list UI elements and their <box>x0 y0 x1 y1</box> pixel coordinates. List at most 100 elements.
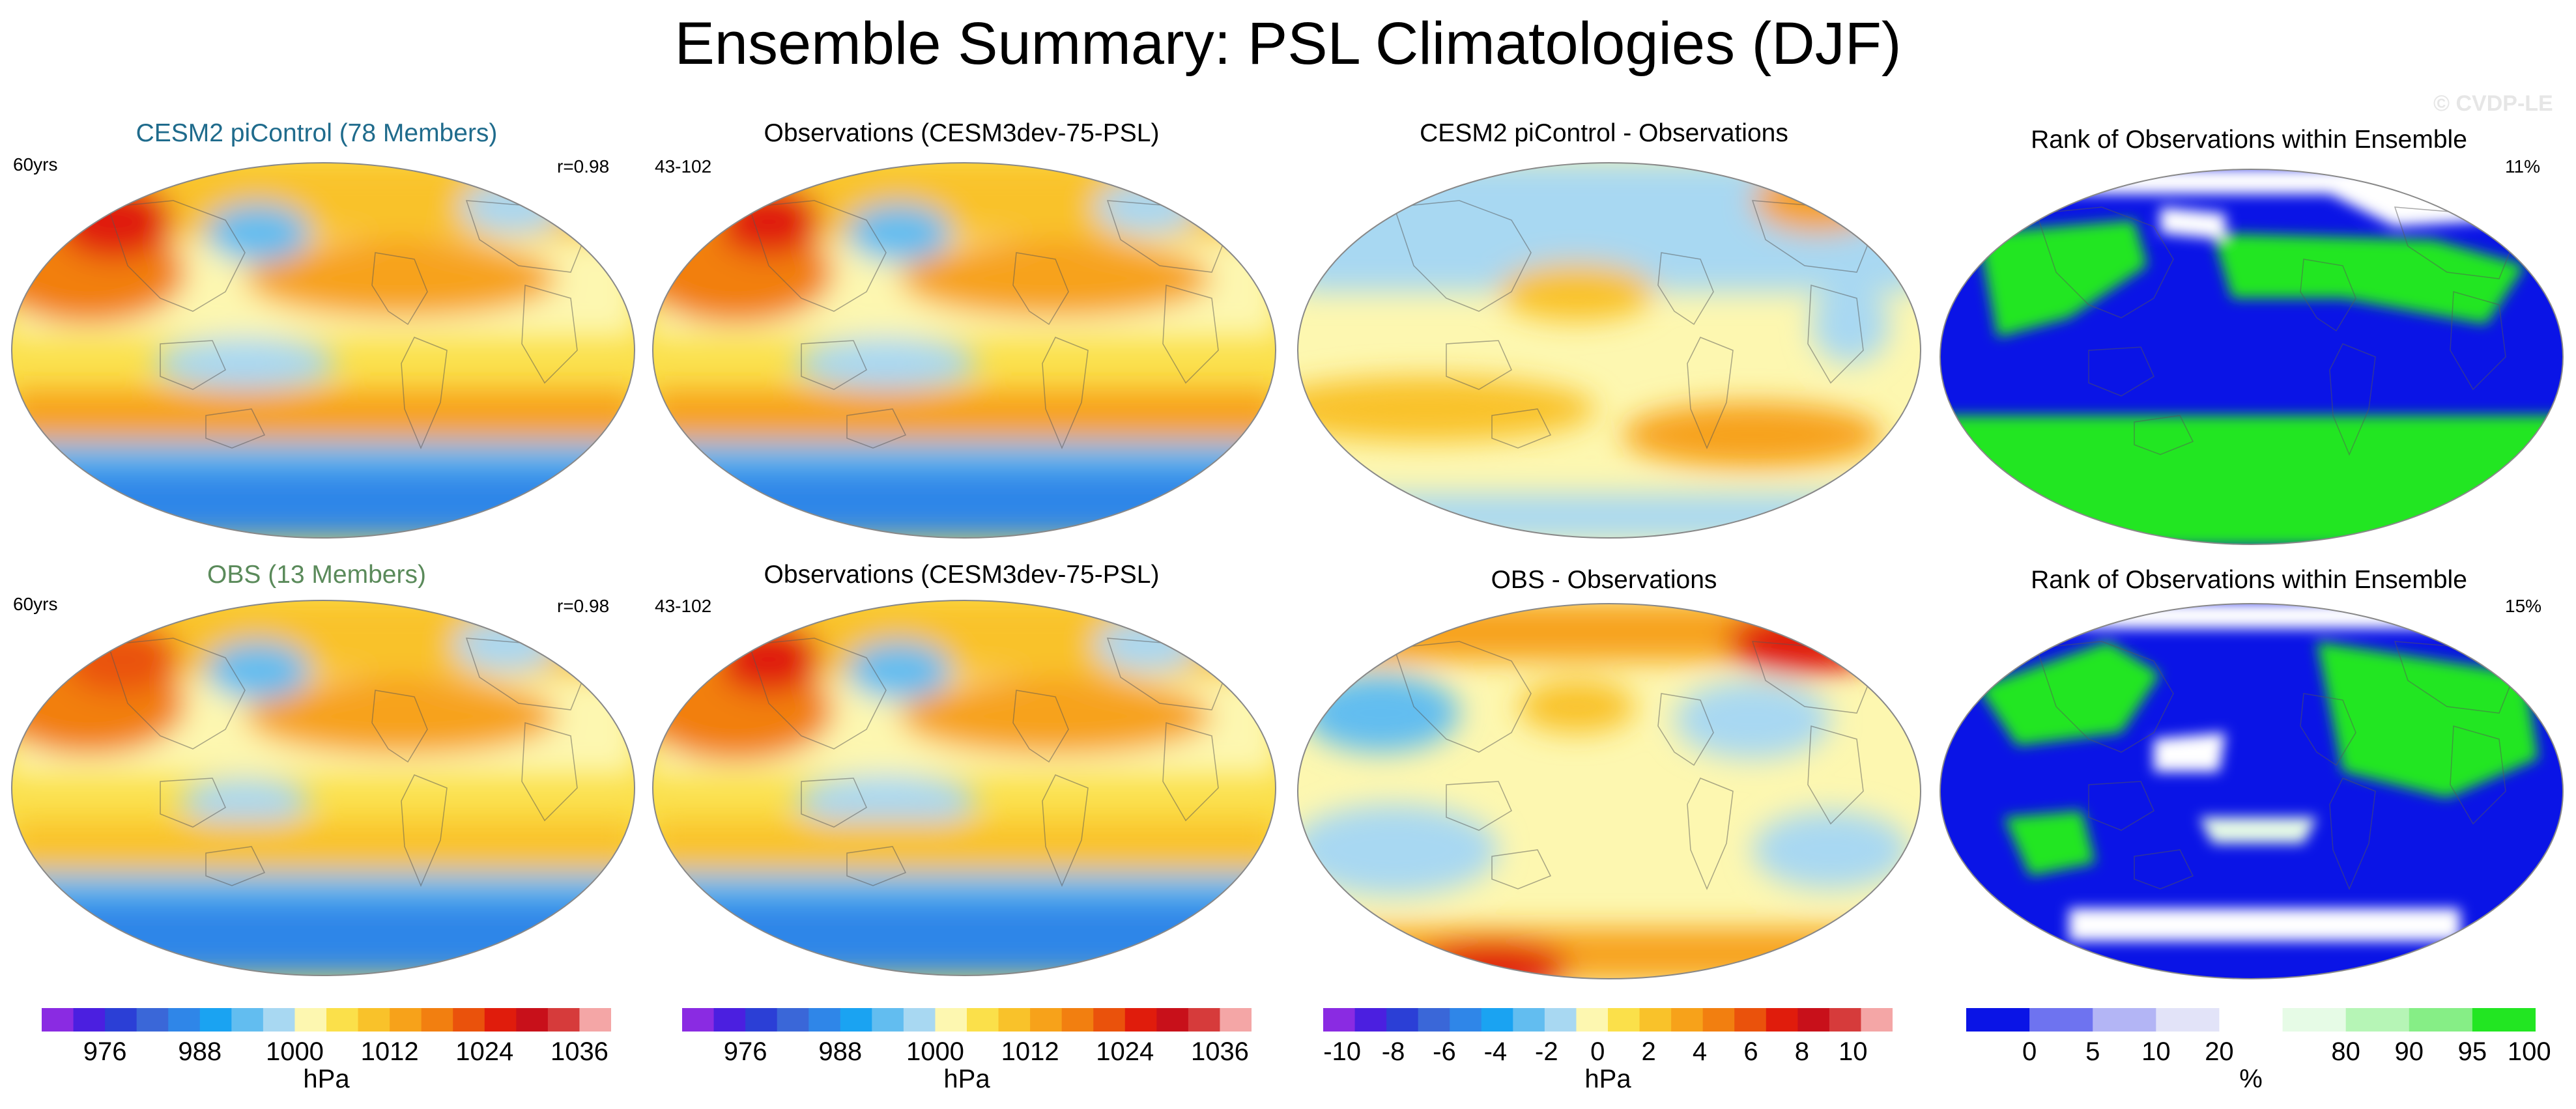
colorbar-tick-label: 1000 <box>265 1037 324 1066</box>
colorbar-swatch <box>1450 1008 1482 1032</box>
colorbar-swatch <box>713 1008 746 1032</box>
colorbar-swatch <box>2156 1008 2220 1032</box>
panel-title-r2c2: Observations (CESM3dev-75-PSL) <box>764 561 1160 589</box>
colorbar-tick-label: 976 <box>723 1037 767 1066</box>
difference-icon <box>1297 603 1921 979</box>
colorbar-swatch <box>2409 1008 2473 1032</box>
colorbar-swatch <box>1608 1008 1640 1032</box>
colorbar-swatch <box>1220 1008 1252 1032</box>
colorbar-swatch <box>1576 1008 1609 1032</box>
colorbar-swatch <box>516 1008 549 1032</box>
colorbar-swatch <box>745 1008 778 1032</box>
colorbar-swatch <box>682 1008 715 1032</box>
colorbar-tick-label: 95 <box>2457 1037 2487 1066</box>
colorbar-tick-label: 1012 <box>1001 1037 1059 1066</box>
colorbar-swatch <box>1418 1008 1450 1032</box>
colorbar-swatch <box>579 1008 611 1032</box>
colorbar-swatch <box>2345 1008 2410 1032</box>
colorbar-tick-label: 5 <box>2085 1037 2100 1066</box>
colorbar-difference: -10 -8 -6 -4 -2 0 2 4 6 8 10 hPa <box>1323 1008 1893 1099</box>
colorbar-tick-label: -6 <box>1433 1037 1456 1066</box>
colorbar-tick-label: 6 <box>1743 1037 1758 1066</box>
colorbar-swatch <box>390 1008 422 1032</box>
colorbar-swatch <box>2093 1008 2156 1032</box>
colorbar-swatch <box>168 1008 201 1032</box>
colorbar-unit-label: hPa <box>303 1065 350 1093</box>
colorbar-swatch <box>1702 1008 1735 1032</box>
colorbar-tick-label: 100 <box>2507 1037 2551 1066</box>
colorbar-swatch <box>2029 1008 2093 1032</box>
page-title: Ensemble Summary: PSL Climatologies (DJF… <box>674 10 1902 77</box>
colorbar-swatch <box>1671 1008 1704 1032</box>
colorbar-tick-label: 8 <box>1794 1037 1809 1066</box>
correlation-label-r2c1: r=0.98 <box>557 596 610 616</box>
colorbar-tick-label: 2 <box>1641 1037 1656 1066</box>
panel-title-r1c3: CESM2 piControl - Observations <box>1420 119 1788 147</box>
colorbar-swatch <box>1734 1008 1767 1032</box>
colorbar-unit-label: hPa <box>943 1065 990 1093</box>
rank-map-r2c4 <box>1939 602 2564 980</box>
colorbar-swatch <box>1797 1008 1830 1032</box>
colorbar-swatch <box>1481 1008 1513 1032</box>
colorbar-tick-label: 10 <box>2141 1037 2171 1066</box>
colorbar-swatch <box>484 1008 517 1032</box>
rank-percent-r1c4: 11% <box>2505 156 2540 176</box>
colorbar-swatch <box>2282 1008 2347 1032</box>
colorbar-swatch <box>1829 1008 1861 1032</box>
psl-map-r2c2 <box>651 599 1277 977</box>
colorbar-tick-label: 1000 <box>906 1037 964 1066</box>
colorbar-swatch <box>231 1008 264 1032</box>
years-label-r1c1: 60yrs <box>13 154 58 175</box>
colorbar-swatch <box>2219 1008 2283 1032</box>
colorbar-tick-label: 1024 <box>455 1037 514 1066</box>
colorbar-swatch <box>1386 1008 1419 1032</box>
colorbar-swatch <box>935 1008 967 1032</box>
colorbar-swatch <box>105 1008 137 1032</box>
colorbar-tick-label: 976 <box>83 1037 127 1066</box>
colorbar-swatch <box>263 1008 295 1032</box>
colorbar-swatch <box>840 1008 872 1032</box>
colorbar-tick-label: -4 <box>1483 1037 1508 1066</box>
panel-title-r2c3: OBS - Observations <box>1491 566 1717 594</box>
colorbar-swatch <box>547 1008 580 1032</box>
difference-icon <box>1297 162 1921 539</box>
colorbar-tick-label: 988 <box>178 1037 222 1066</box>
colorbar-swatch <box>1354 1008 1387 1032</box>
colorbar-swatch <box>73 1008 106 1032</box>
colorbar-swatch <box>199 1008 232 1032</box>
colorbar-tick-label: 10 <box>1839 1037 1868 1066</box>
colorbar-swatch <box>1861 1008 1893 1032</box>
model-psl-icon <box>11 600 635 976</box>
colorbar-swatch <box>1639 1008 1672 1032</box>
psl-map-r2c1 <box>10 599 636 977</box>
colorbar-swatch <box>998 1008 1031 1032</box>
colorbar-unit-label: % <box>2239 1065 2263 1093</box>
colorbar-tick-label: -2 <box>1535 1037 1558 1066</box>
psl-map-r1c2 <box>651 161 1277 539</box>
colorbar-swatch <box>903 1008 936 1032</box>
colorbar-rank: 0 5 10 20 80 90 95 100% <box>1966 1008 2551 1099</box>
colorbar-swatch <box>294 1008 327 1032</box>
psl-map-r1c3 <box>1296 161 1922 539</box>
years-label-r2c2: 43-102 <box>655 596 712 616</box>
colorbar-swatch <box>42 1008 74 1032</box>
colorbar-psl-1: 976 988 1000 1012 1024 1036 hPa <box>42 1008 611 1099</box>
colorbar-swatch <box>1093 1008 1126 1032</box>
colorbar-tick-label: 988 <box>818 1037 863 1066</box>
colorbar-tick-label: 1024 <box>1096 1037 1154 1066</box>
years-label-r1c2: 43-102 <box>655 156 712 176</box>
colorbar-swatch <box>453 1008 485 1032</box>
colorbar-unit-label: hPa <box>1584 1065 1631 1093</box>
psl-map-r2c3 <box>1296 602 1922 980</box>
colorbar-swatch <box>1030 1008 1063 1032</box>
colorbar-swatch <box>777 1008 809 1032</box>
colorbar-tick-label: 0 <box>1590 1037 1605 1066</box>
panel-title-r1c1: CESM2 piControl (78 Members) <box>136 119 498 147</box>
colorbar-swatch <box>967 1008 999 1032</box>
panel-title-r2c4: Rank of Observations within Ensemble <box>2031 566 2467 594</box>
panel-title-r1c2: Observations (CESM3dev-75-PSL) <box>764 119 1160 147</box>
panel-title-r2c1: OBS (13 Members) <box>207 561 426 589</box>
colorbar-tick-label: 1036 <box>550 1037 608 1066</box>
colorbar-tick-label: 1036 <box>1190 1037 1249 1066</box>
colorbar-swatch <box>1124 1008 1157 1032</box>
